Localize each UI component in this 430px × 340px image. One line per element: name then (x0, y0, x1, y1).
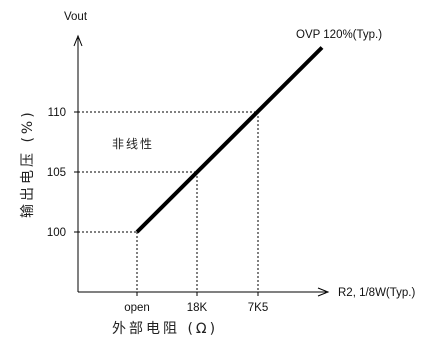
x-axis-arrow (317, 287, 330, 297)
axis-ticks: 100 105 110 open 18K 7K5 (47, 107, 268, 314)
y-tick-label-110: 110 (48, 107, 66, 119)
x-tick-label-7K5: 7K5 (248, 302, 268, 314)
y-tick-label-100: 100 (47, 227, 66, 239)
y-axis-arrow (73, 34, 83, 47)
x-axis-title: 外部电阻 (Ω) (112, 321, 218, 337)
ovp-annotation: OVP 120%(Typ.) (296, 29, 382, 41)
x-axis-label: R2, 1/8W(Typ.) (338, 287, 415, 299)
x-tick-label-open: open (124, 302, 150, 314)
y-tick-label-105: 105 (47, 167, 66, 179)
series-line (135, 46, 324, 234)
y-axis-label: Vout (64, 11, 88, 23)
nonlinear-annotation: 非线性 (112, 137, 154, 151)
guide-lines (78, 111, 259, 292)
y-axis-title: 输出电压 (%) (20, 109, 36, 218)
x-tick-label-18K: 18K (187, 302, 208, 314)
series-group (135, 46, 324, 234)
